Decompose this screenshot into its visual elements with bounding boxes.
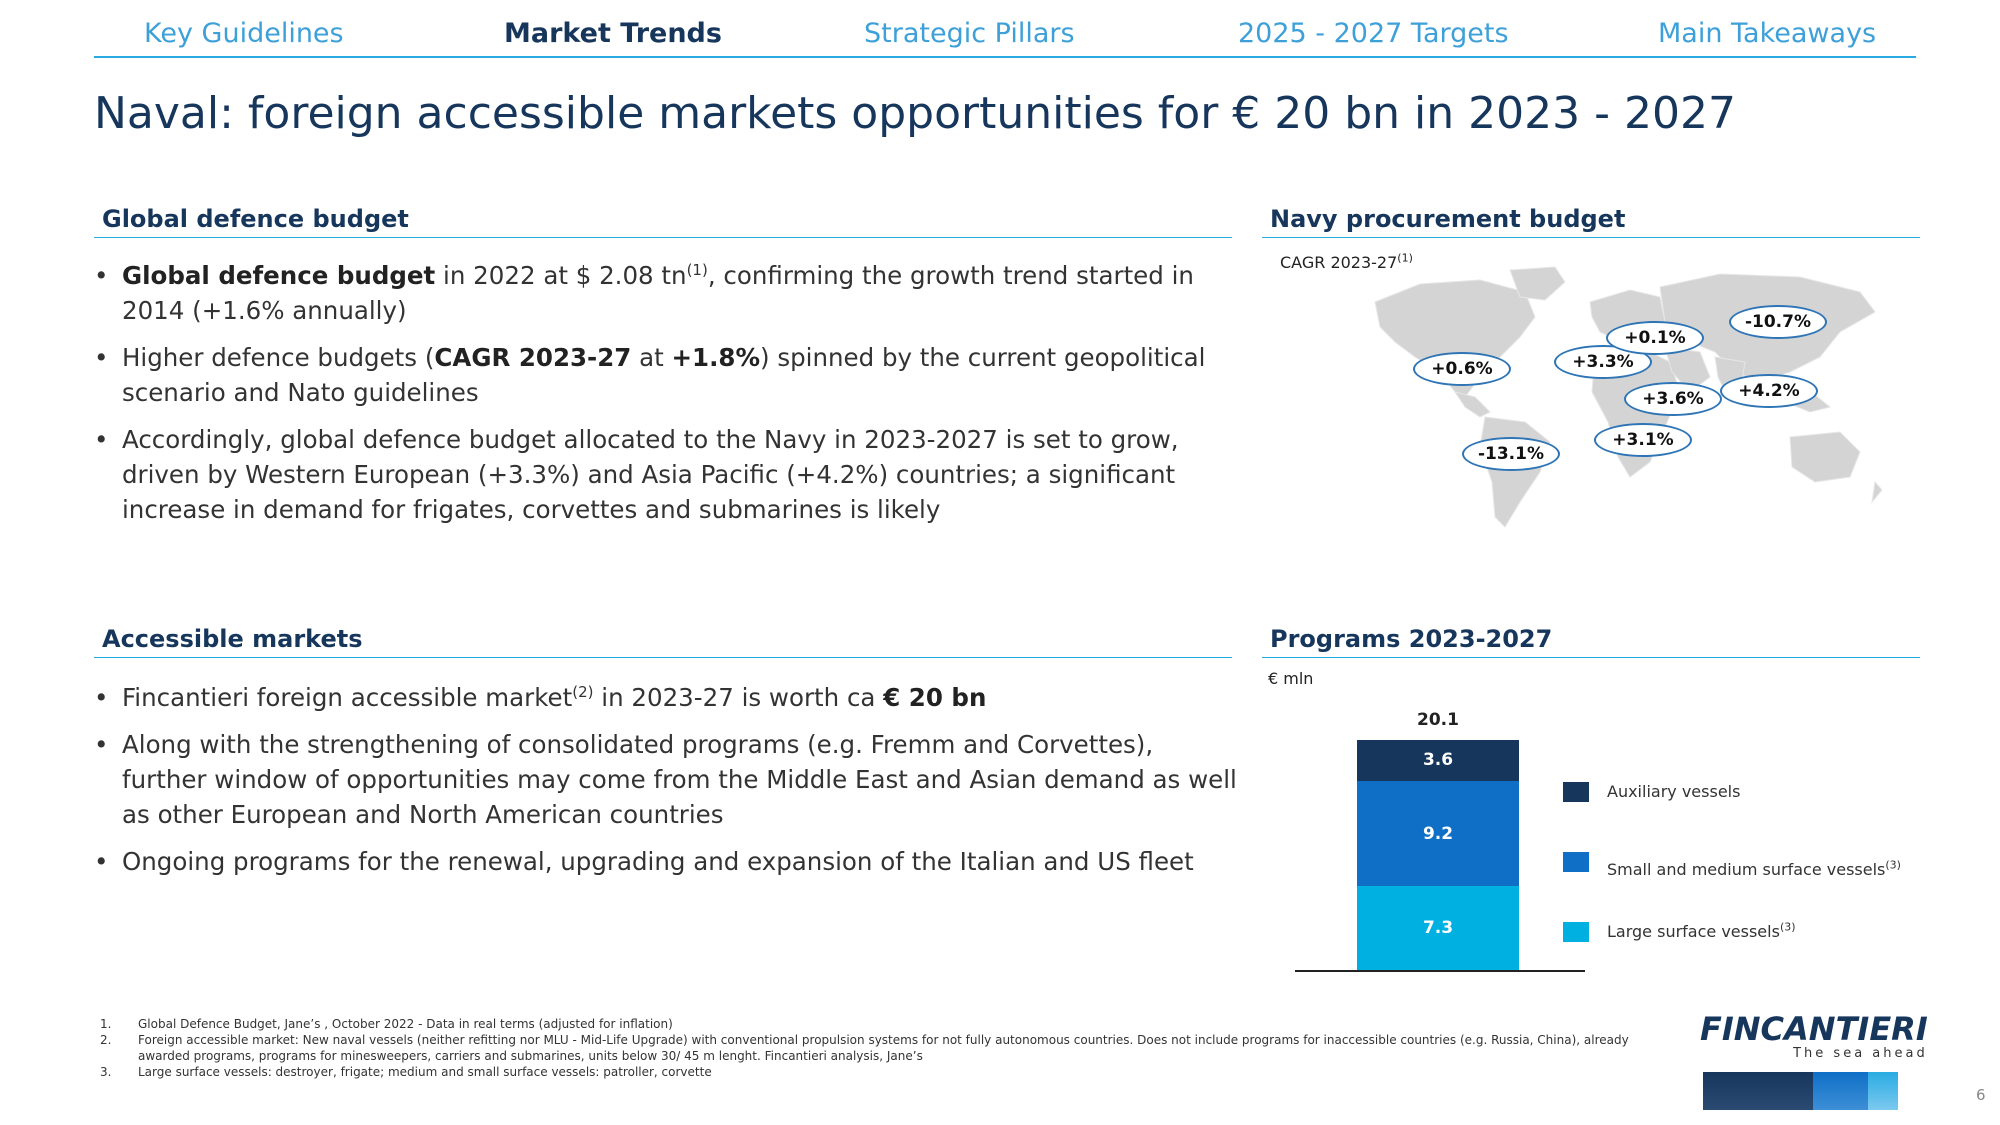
bullet-text: at — [631, 343, 672, 372]
footnote-ref: (1) — [686, 260, 708, 279]
bar-value-label: 3.6 — [1422, 750, 1454, 771]
africa-shape — [1591, 346, 1681, 478]
cagr-badge-africa: +3.1% — [1594, 423, 1692, 457]
footnote-number: 1. — [100, 1017, 112, 1031]
footnote-ref: (3) — [1885, 858, 1901, 872]
australia-shape — [1789, 431, 1861, 483]
bullet-text: Higher defence budgets ( — [122, 343, 435, 372]
accessible-markets-section: Fincantieri foreign accessible market(2)… — [94, 680, 1244, 891]
central-america-shape — [1453, 391, 1491, 418]
global-budget-bullet-2: Higher defence budgets (CAGR 2023-27 at … — [94, 340, 1234, 410]
bar-segment-auxiliary-vessels: 3.6 — [1357, 739, 1519, 782]
footnote-ref: (2) — [572, 682, 594, 701]
accessible-markets-bullet-1: Fincantieri foreign accessible market(2)… — [94, 680, 1244, 715]
bar-segment-large-surface-vessels: 7.3 — [1357, 886, 1519, 970]
tab-2025-2027-targets[interactable]: 2025 - 2027 Targets — [1238, 18, 1509, 49]
bar-value-label: 9.2 — [1422, 823, 1454, 844]
footnote-1: 1. Global Defence Budget, Jane’s , Octobe… — [100, 1016, 1680, 1032]
strip-light — [1868, 1072, 1898, 1110]
programs-chart: 7.3 9.2 3.6 20.1 — [1300, 700, 1600, 975]
accessible-markets-heading: Accessible markets — [94, 625, 1232, 658]
bar-segment-small-and-medium-surface-vessels: 9.2 — [1357, 781, 1519, 887]
bullet-bold: +1.8% — [671, 343, 760, 372]
bullet-bold: Global defence budget — [122, 261, 436, 290]
brand-color-strip — [1703, 1072, 1898, 1110]
tab-key-guidelines[interactable]: Key Guidelines — [144, 18, 344, 49]
footnote-ref: (1) — [1397, 251, 1413, 265]
cagr-badge-middle-east: +3.6% — [1624, 382, 1722, 416]
cagr-badge-asia-pacific: +4.2% — [1720, 374, 1818, 408]
footnote-ref: (3) — [1779, 920, 1796, 934]
logo-wordmark: FINCANTIERI — [1700, 1010, 1928, 1048]
programs-heading: Programs 2023-2027 — [1262, 625, 1920, 658]
chart-baseline — [1295, 970, 1585, 972]
chart-area: 7.3 9.2 3.6 20.1 — [1300, 700, 1600, 975]
accessible-markets-bullet-3: Ongoing programs for the renewal, upgrad… — [94, 844, 1244, 879]
bar-total-label: 20.1 — [1417, 709, 1459, 730]
bullet-text: Fincantieri foreign accessible market — [122, 683, 573, 712]
legend-swatch-auxiliary — [1563, 782, 1589, 802]
global-budget-bullet-3: Accordingly, global defence budget alloc… — [94, 422, 1234, 527]
global-budget-section: Global defence budget in 2022 at $ 2.08 … — [94, 258, 1234, 539]
bullet-text: , confirming the growth trend started in… — [122, 261, 1194, 325]
bullet-text: in 2023-27 is worth ca — [593, 683, 884, 712]
legend-swatch-large — [1563, 922, 1589, 942]
strip-dark — [1703, 1072, 1813, 1110]
footnote-text: Foreign accessible market: New naval ves… — [138, 1033, 1629, 1063]
legend-text: Large surface vessels — [1607, 922, 1780, 941]
footnote-number: 2. — [100, 1033, 112, 1047]
top-navigation: Key Guidelines Market Trends Strategic P… — [94, 18, 1916, 58]
accessible-markets-bullet-2: Along with the strengthening of consolid… — [94, 727, 1244, 832]
cagr-badge-north-america: +0.6% — [1413, 352, 1511, 386]
footnotes: 1. Global Defence Budget, Jane’s , Octobe… — [100, 1016, 1680, 1080]
page-number: 6 — [1976, 1086, 1986, 1104]
legend-label-auxiliary: Auxiliary vessels — [1607, 782, 1740, 801]
navy-budget-heading: Navy procurement budget — [1262, 205, 1920, 238]
legend-text: Small and medium surface vessels — [1607, 860, 1886, 879]
bullet-bold: € 20 bn — [883, 683, 987, 712]
tab-market-trends[interactable]: Market Trends — [504, 18, 722, 49]
legend-swatch-small-medium — [1563, 852, 1589, 872]
cagr-badge-south-america: -13.1% — [1462, 437, 1560, 471]
footnote-3: 3. Large surface vessels: destroyer, frig… — [100, 1064, 1680, 1080]
cagr-label-text: CAGR 2023-27 — [1280, 253, 1398, 272]
south-america-shape — [1479, 416, 1551, 528]
new-zealand-shape — [1871, 480, 1883, 504]
legend-label-large: Large surface vessels(3) — [1607, 922, 1796, 941]
greenland-shape — [1509, 266, 1566, 301]
cagr-label: CAGR 2023-27(1) — [1280, 253, 1413, 272]
legend-text: Auxiliary vessels — [1607, 782, 1741, 801]
tab-main-takeaways[interactable]: Main Takeaways — [1658, 18, 1877, 49]
tab-strategic-pillars[interactable]: Strategic Pillars — [864, 18, 1075, 49]
cagr-badge-russia: -10.7% — [1729, 305, 1827, 339]
page-title: Naval: foreign accessible markets opport… — [94, 88, 1736, 139]
cagr-badge-eastern-europe: +0.1% — [1606, 321, 1704, 355]
footnote-text: Global Defence Budget, Jane’s , October … — [138, 1017, 673, 1031]
footnote-2: 2. Foreign accessible market: New naval v… — [100, 1032, 1680, 1064]
legend-label-small-medium: Small and medium surface vessels(3) — [1607, 860, 1901, 879]
global-budget-bullet-1: Global defence budget in 2022 at $ 2.08 … — [94, 258, 1234, 328]
footnote-number: 3. — [100, 1065, 112, 1079]
bar-value-label: 7.3 — [1422, 918, 1454, 939]
bullet-text: ) spinned by the current geopolitical sc… — [122, 343, 1206, 407]
logo-tagline: The sea ahead — [1793, 1046, 1928, 1061]
unit-label: € mln — [1268, 669, 1314, 688]
fincantieri-logo: FINCANTIERI The sea ahead — [1700, 1010, 1928, 1061]
footnote-text: Large surface vessels: destroyer, frigat… — [138, 1065, 712, 1079]
strip-mid — [1813, 1072, 1868, 1110]
global-budget-heading: Global defence budget — [94, 205, 1232, 238]
cagr-badge-western-europe: +3.3% — [1554, 345, 1652, 379]
bullet-text: in 2022 at $ 2.08 tn — [435, 261, 687, 290]
bullet-bold: CAGR 2023-27 — [434, 343, 632, 372]
